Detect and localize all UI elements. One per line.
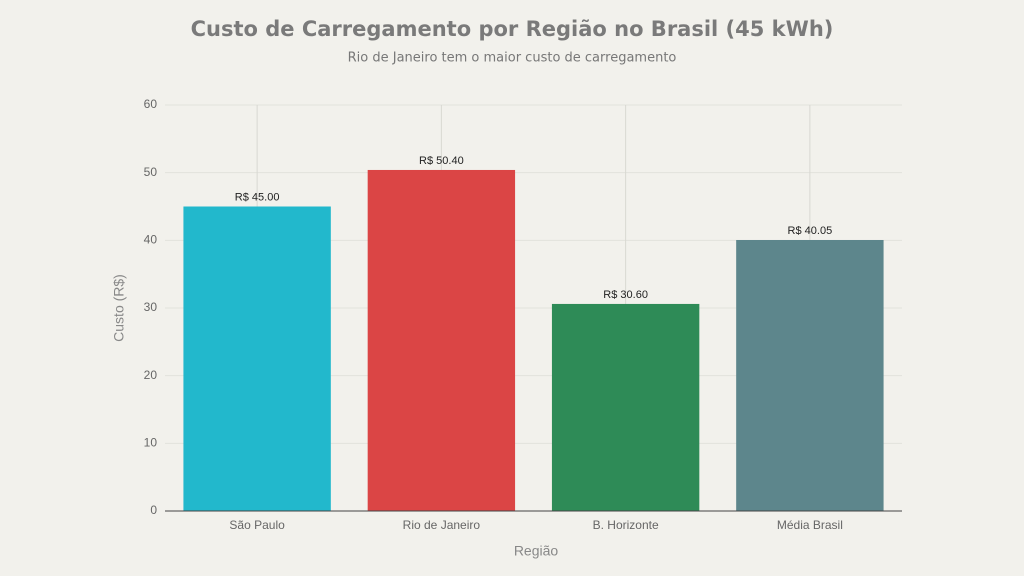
- y-tick-label: 20: [144, 368, 158, 382]
- bar: [736, 239, 884, 511]
- y-tick-label: 60: [144, 97, 158, 111]
- bar: [183, 206, 331, 511]
- value-label: R$ 50.40: [419, 155, 464, 167]
- bar: [551, 303, 700, 511]
- x-tick-label: Rio de Janeiro: [403, 518, 481, 532]
- x-tick-label: Média Brasil: [777, 518, 843, 532]
- bar: [367, 169, 516, 511]
- y-tick-label: 10: [144, 436, 158, 450]
- x-axis-label: Região: [514, 543, 559, 559]
- x-tick-label: São Paulo: [229, 518, 285, 532]
- value-label: R$ 45.00: [235, 191, 280, 203]
- value-label: R$ 30.60: [603, 289, 648, 301]
- chart-title: Custo de Carregamento por Região no Bras…: [191, 17, 834, 41]
- y-tick-label: 30: [144, 300, 158, 314]
- x-tick-label: B. Horizonte: [593, 518, 659, 532]
- chart-subtitle: Rio de Janeiro tem o maior custo de carr…: [348, 51, 677, 66]
- y-tick-label: 40: [144, 233, 158, 247]
- y-tick-label: 50: [144, 165, 158, 179]
- value-label: R$ 40.05: [788, 225, 833, 237]
- y-tick-label: 0: [150, 503, 157, 517]
- y-axis-label: Custo (R$): [111, 274, 127, 342]
